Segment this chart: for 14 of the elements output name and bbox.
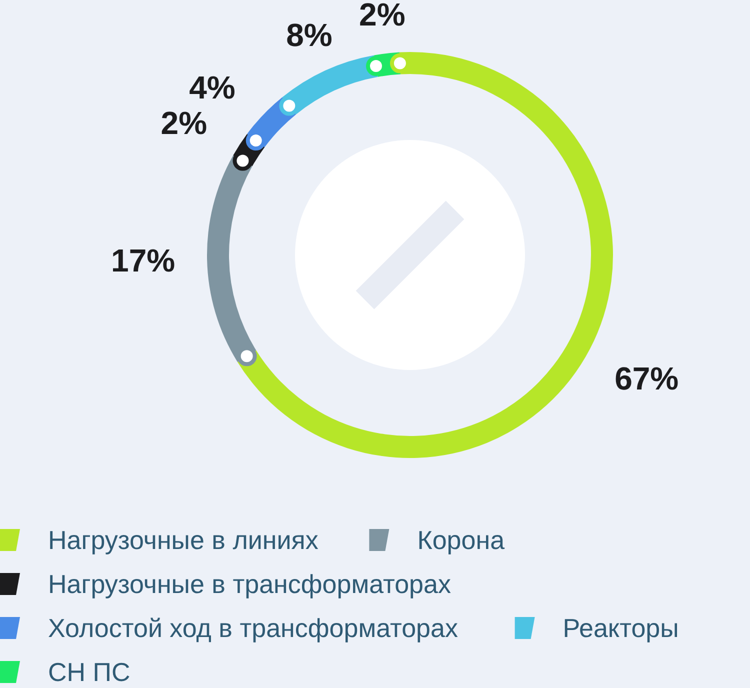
data-label: 4% — [189, 70, 236, 106]
legend-label: Холостой ход в трансформаторах — [48, 613, 458, 643]
legend-label: Нагрузочные в трансформаторах — [48, 569, 451, 599]
data-label: 2% — [359, 0, 406, 33]
legend-label: Нагрузочные в линиях — [48, 525, 318, 555]
donut-slice — [237, 52, 613, 458]
legend-label: Реакторы — [562, 613, 679, 643]
data-label: 2% — [160, 105, 208, 142]
data-label: 17% — [111, 242, 176, 279]
legend-label: СН ПС — [48, 657, 130, 687]
legend-label: Корона — [417, 525, 506, 555]
data-label: 67% — [614, 360, 679, 397]
data-label: 8% — [286, 16, 332, 53]
donut-slice — [207, 155, 256, 362]
